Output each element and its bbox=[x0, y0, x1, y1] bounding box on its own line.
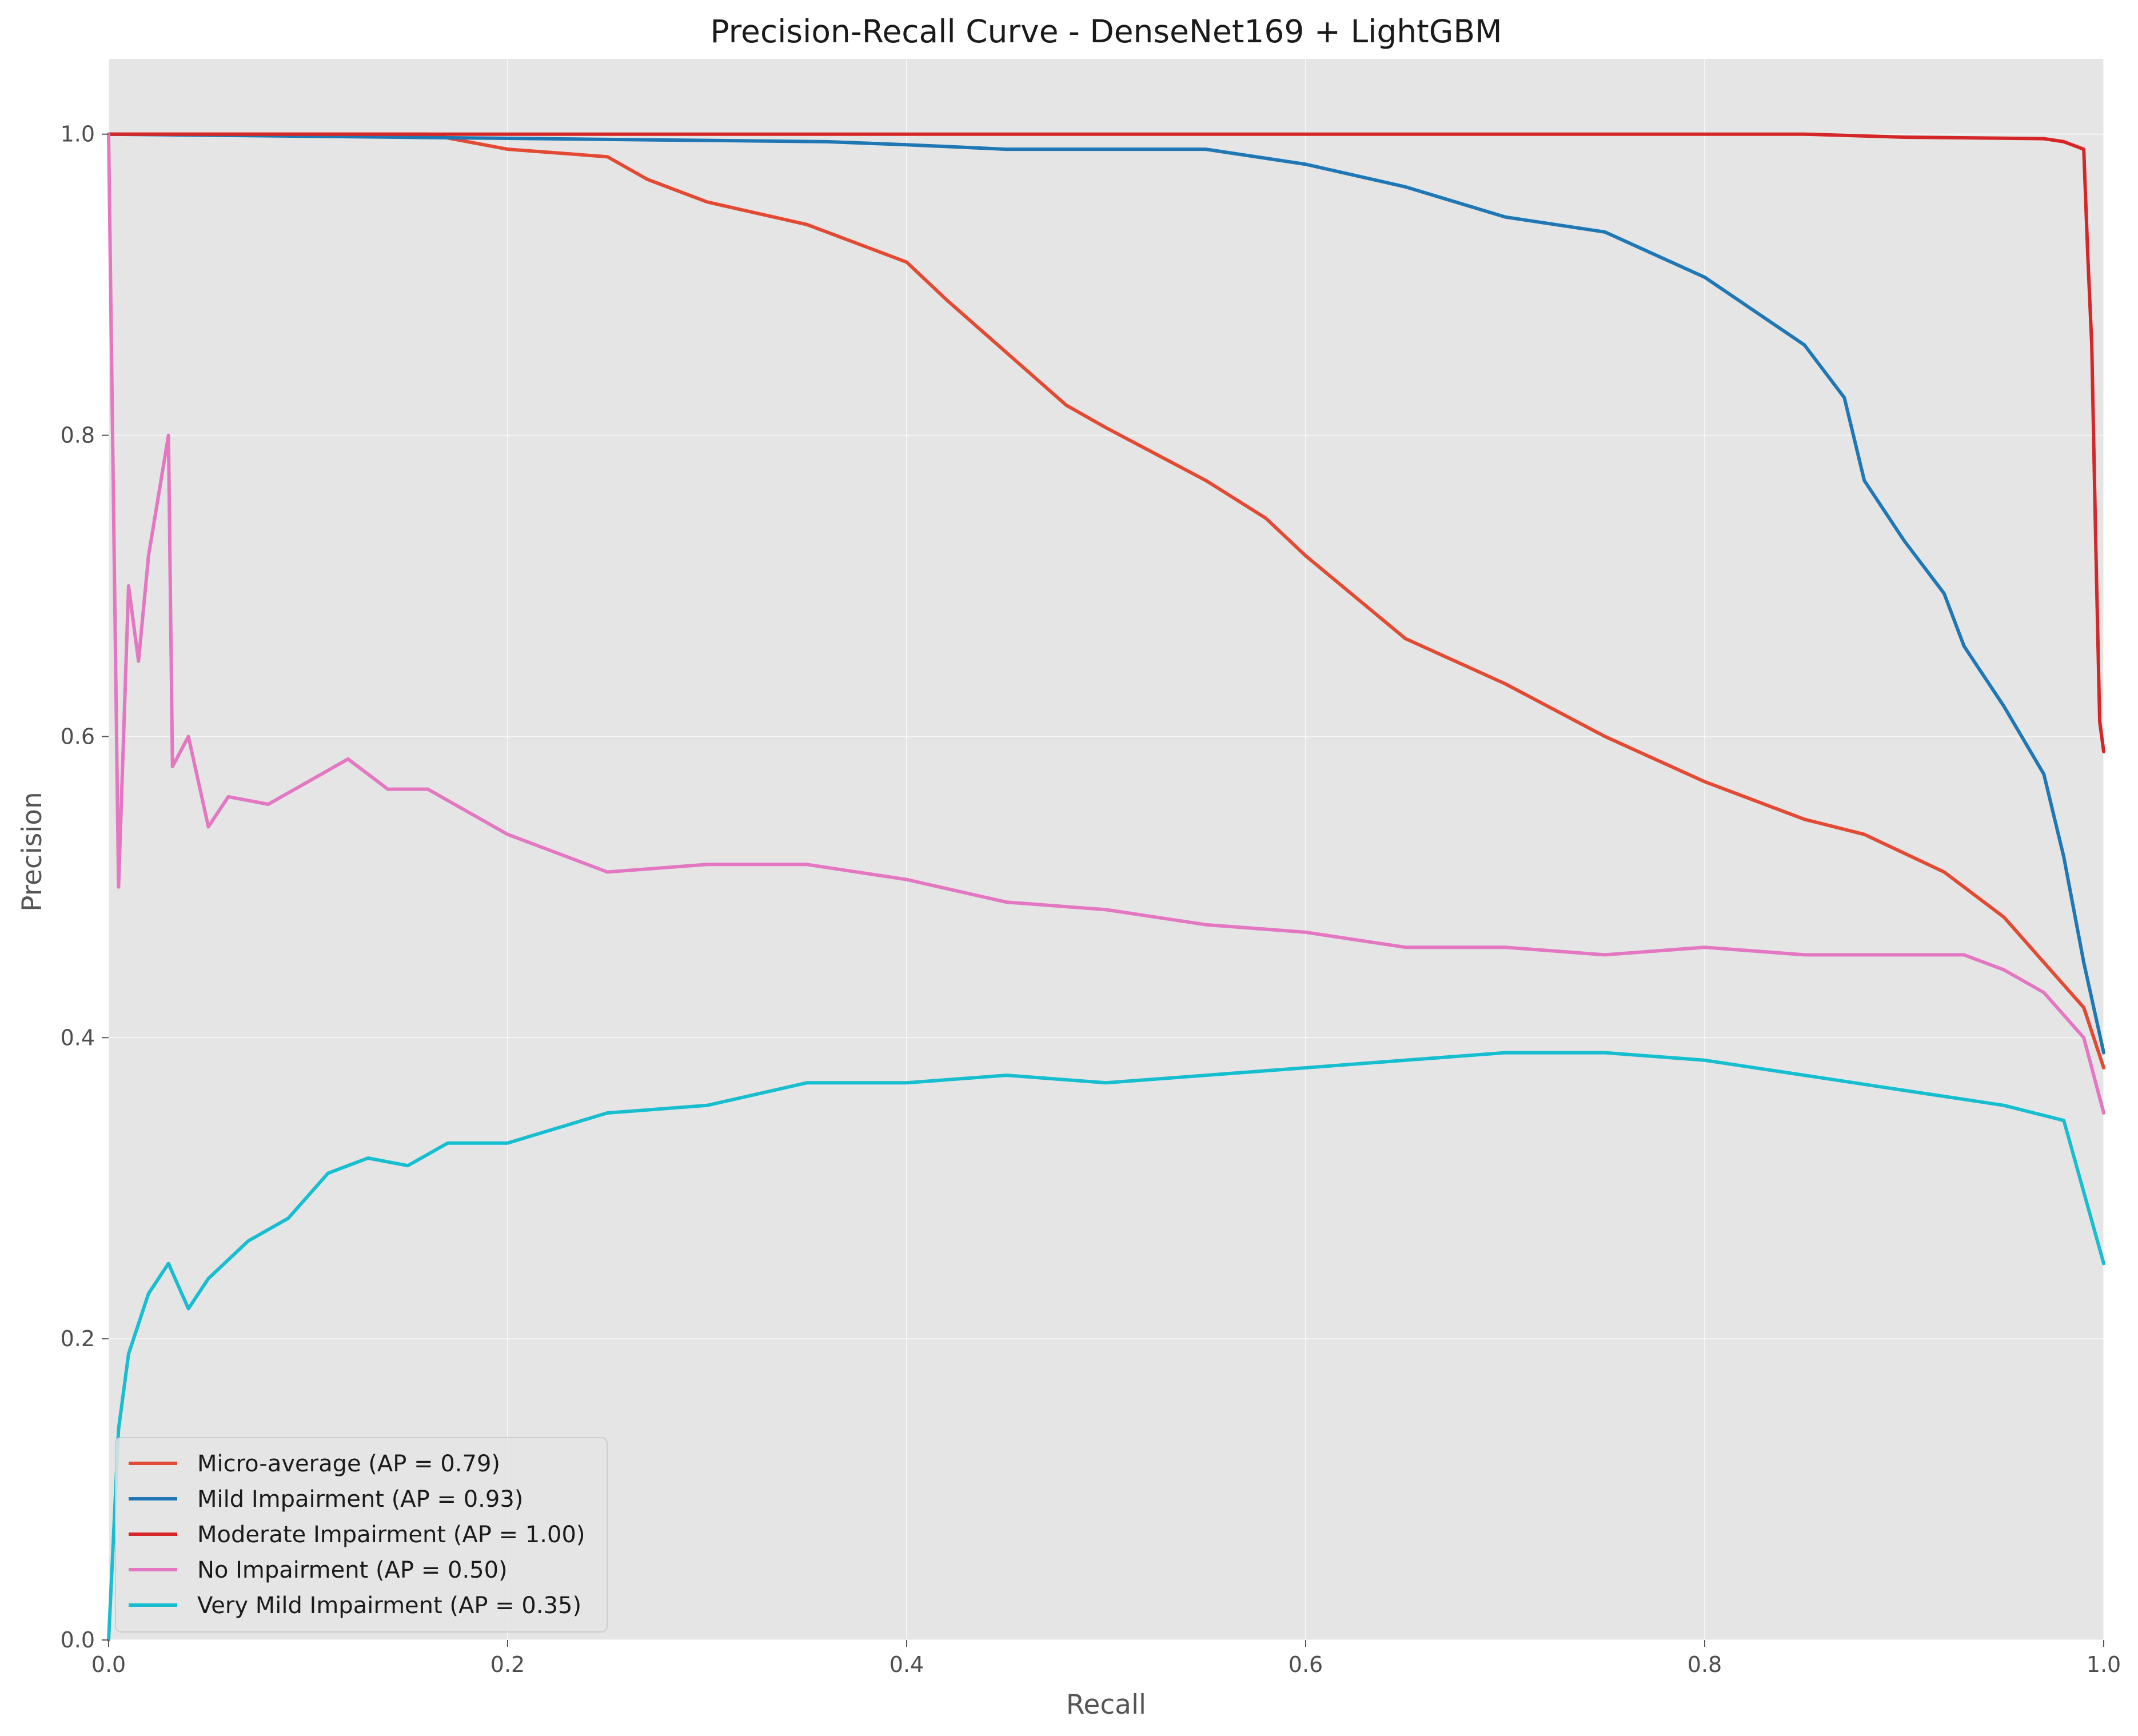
y-tick-label: 0.6 bbox=[61, 724, 95, 749]
series-line-4 bbox=[107, 1051, 2105, 1642]
chart-title: Precision-Recall Curve - DenseNet169 + L… bbox=[710, 13, 1502, 50]
series-line-1 bbox=[107, 132, 2105, 1055]
legend-box bbox=[115, 1437, 608, 1633]
legend: Micro-average (AP = 0.79) Mild Impairment… bbox=[115, 1437, 608, 1633]
y-tick-label: 1.0 bbox=[61, 122, 95, 147]
legend-label-0: Micro-average (AP = 0.79) bbox=[197, 1451, 500, 1477]
x-tick-label: 0.6 bbox=[1289, 1652, 1323, 1677]
x-axis-label: Recall bbox=[1066, 1689, 1146, 1721]
y-tick-label: 0.4 bbox=[61, 1025, 95, 1050]
legend-label-4: Very Mild Impairment (AP = 0.35) bbox=[197, 1593, 581, 1619]
y-axis-label: Precision bbox=[17, 792, 48, 912]
x-tick-label: 1.0 bbox=[2087, 1652, 2121, 1677]
series-line-0 bbox=[107, 132, 2105, 1069]
series-line-2 bbox=[107, 132, 2105, 753]
legend-label-3: No Impairment (AP = 0.50) bbox=[197, 1557, 508, 1583]
y-tick-label: 0.0 bbox=[61, 1627, 95, 1653]
series-lines bbox=[107, 132, 2105, 1642]
x-tick-label: 0.2 bbox=[490, 1652, 525, 1677]
x-tick-label: 0.8 bbox=[1688, 1652, 1722, 1677]
legend-label-2: Moderate Impairment (AP = 1.00) bbox=[197, 1522, 585, 1548]
grid-lines bbox=[108, 59, 2104, 1641]
y-tick-label: 0.8 bbox=[61, 423, 95, 448]
series-line-3 bbox=[107, 132, 2105, 1115]
x-tick-label: 0.4 bbox=[889, 1652, 924, 1677]
legend-label-1: Mild Impairment (AP = 0.93) bbox=[197, 1486, 523, 1512]
axis-ticks: 0.0 0.2 0.4 0.6 0.8 1.0 0.0 0.2 0.4 0.6 0.8 1.0 bbox=[61, 122, 2121, 1677]
plot-area bbox=[109, 59, 2104, 1640]
y-tick-label: 0.2 bbox=[61, 1326, 95, 1351]
x-tick-label: 0.0 bbox=[91, 1652, 126, 1677]
